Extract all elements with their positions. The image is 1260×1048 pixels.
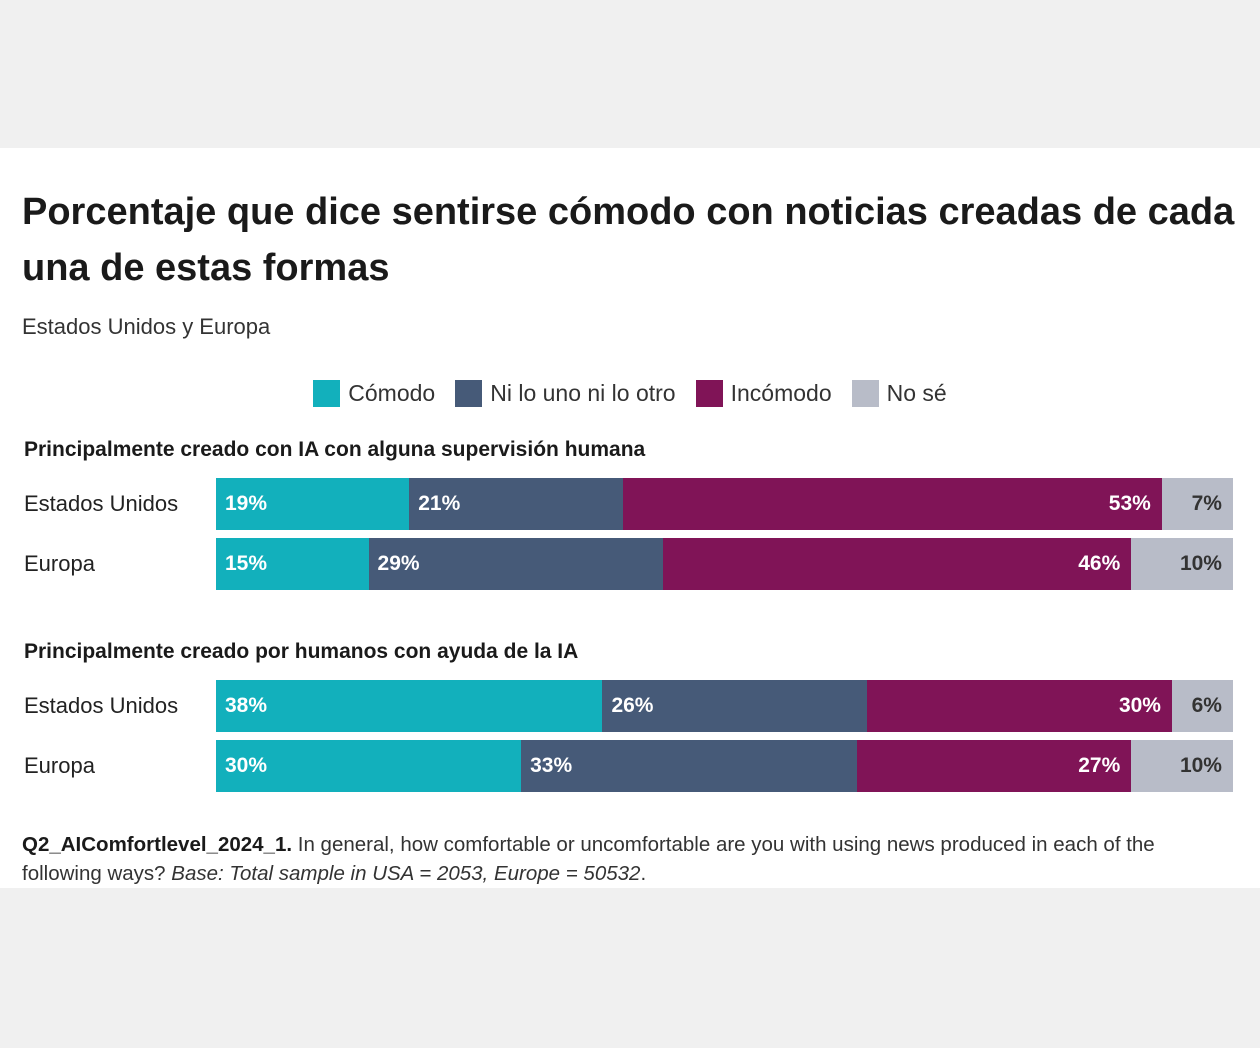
segment-value-label: 15% bbox=[225, 552, 268, 575]
segment-value-label: 19% bbox=[225, 492, 268, 515]
legend-label: Cómodo bbox=[348, 380, 436, 406]
footnote-code: Q2_AIComfortlevel_2024_1. bbox=[22, 833, 293, 856]
footnote-base: Base: Total sample in USA = 2053, Europe… bbox=[171, 862, 641, 885]
footnote-question: In general, how comfortable or uncomfort… bbox=[22, 833, 1155, 885]
segment-value-label: 30% bbox=[225, 754, 268, 777]
row-label: Europa bbox=[24, 551, 95, 576]
segment-value-label: 10% bbox=[1179, 552, 1222, 575]
segment-neutral: 33% bbox=[521, 740, 857, 792]
chart-subtitle: Estados Unidos y Europa bbox=[22, 314, 271, 339]
chart-title: Porcentaje que dice sentirse cómodo con … bbox=[22, 191, 1235, 289]
segment-value-label: 38% bbox=[225, 694, 268, 717]
legend-swatch bbox=[313, 380, 341, 407]
legend-swatch bbox=[851, 380, 879, 407]
group-title-humanos-ayuda-ia: Principalmente creado por humanos con ay… bbox=[24, 640, 579, 663]
segment-neutral: 26% bbox=[602, 680, 867, 732]
footnote: Q2_AIComfortlevel_2024_1. In general, ho… bbox=[22, 830, 1222, 888]
legend-item-no-se: No sé bbox=[851, 380, 947, 407]
stacked-bar: 38% 26% 30% 6% bbox=[216, 680, 1233, 732]
segment-comodo: 38% bbox=[216, 680, 603, 732]
segment-value-label: 6% bbox=[1191, 694, 1222, 717]
segment-neutral: 21% bbox=[409, 478, 623, 530]
chart-card: Porcentaje que dice sentirse cómodo con … bbox=[0, 148, 1260, 888]
segment-value-label: 30% bbox=[1118, 694, 1161, 717]
segment-incomodo: 30% bbox=[866, 680, 1172, 732]
segment-value-label: 29% bbox=[377, 552, 420, 575]
segment-value-label: 21% bbox=[418, 492, 461, 515]
segment-comodo: 19% bbox=[216, 478, 410, 530]
group-title-ia-supervision: Principalmente creado con IA con alguna … bbox=[24, 438, 646, 461]
segment-incomodo: 27% bbox=[856, 740, 1132, 792]
segment-comodo: 30% bbox=[216, 740, 522, 792]
legend-label: No sé bbox=[886, 380, 947, 406]
row-label: Estados Unidos bbox=[24, 491, 179, 516]
legend-swatch bbox=[695, 380, 723, 407]
segment-value-label: 27% bbox=[1078, 754, 1121, 777]
segment-incomodo: 46% bbox=[663, 538, 1132, 590]
legend-item-comodo: Cómodo bbox=[313, 380, 435, 407]
segment-incomodo: 53% bbox=[622, 478, 1162, 530]
segment-value-label: 33% bbox=[530, 754, 573, 777]
segment-no-se: 10% bbox=[1131, 740, 1233, 792]
stacked-bar: 15% 29% 46% 10% bbox=[216, 538, 1233, 590]
row-label: Europa bbox=[24, 753, 95, 778]
legend-item-neutral: Ni lo uno ni lo otro bbox=[455, 380, 676, 407]
footnote-end: . bbox=[640, 862, 647, 885]
segment-comodo: 15% bbox=[216, 538, 369, 590]
legend: Cómodo Ni lo uno ni lo otro Incómodo No … bbox=[0, 380, 1260, 407]
stacked-bar: 30% 33% 27% 10% bbox=[216, 740, 1233, 792]
legend-item-incomodo: Incómodo bbox=[695, 380, 832, 407]
segment-value-label: 53% bbox=[1108, 492, 1151, 515]
segment-no-se: 6% bbox=[1171, 680, 1233, 732]
legend-label: Incómodo bbox=[730, 380, 832, 406]
segment-value-label: 7% bbox=[1191, 492, 1222, 515]
segment-neutral: 29% bbox=[368, 538, 664, 590]
legend-swatch bbox=[455, 380, 483, 407]
segment-no-se: 10% bbox=[1131, 538, 1233, 590]
legend-label: Ni lo uno ni lo otro bbox=[490, 380, 676, 406]
segment-value-label: 26% bbox=[611, 694, 654, 717]
stacked-bar: 19% 21% 53% 7% bbox=[216, 478, 1233, 530]
row-label: Estados Unidos bbox=[24, 693, 179, 718]
segment-value-label: 46% bbox=[1078, 552, 1121, 575]
segment-no-se: 7% bbox=[1161, 478, 1233, 530]
segment-value-label: 10% bbox=[1179, 754, 1222, 777]
